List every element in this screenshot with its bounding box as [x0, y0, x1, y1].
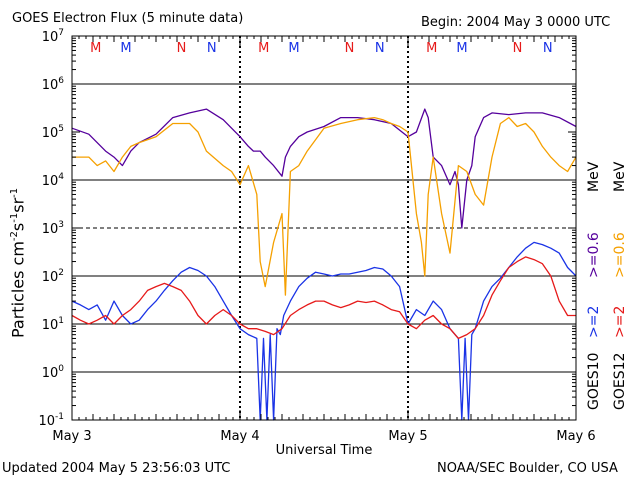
y-tick-exponent: 0 [58, 364, 64, 374]
y-tick-base: 10 [42, 126, 59, 141]
series-line-0 [71, 241, 577, 421]
y-tick-base: 10 [42, 366, 59, 381]
orbit-marker: N [207, 41, 217, 56]
chart-title: GOES Electron Flux (5 minute data) [12, 11, 244, 26]
x-tick-label: May 6 [556, 429, 595, 444]
y-tick-exponent: 3 [58, 220, 64, 230]
satellite-label-goes10: GOES10 [586, 353, 602, 410]
y-tick-exponent: 6 [58, 76, 64, 86]
y-tick-base: 10 [42, 174, 59, 189]
orbit-marker: M [258, 41, 269, 56]
x-tick-label: May 5 [388, 429, 427, 444]
y-tick-base: 10 [42, 30, 59, 45]
orbit-marker: N [345, 41, 355, 56]
x-tick-label: May 3 [52, 429, 91, 444]
x-axis-label: Universal Time [276, 443, 373, 458]
orbit-marker: N [513, 41, 523, 56]
y-tick-label: 100 [42, 364, 65, 381]
source-credit: NOAA/SEC Boulder, CO USA [437, 461, 618, 476]
legend-goes10-06mev: >=0.6 [586, 232, 602, 278]
y-tick-label: 107 [42, 28, 64, 45]
y-tick-base: 10 [42, 318, 59, 333]
y-tick-exponent: 1 [58, 316, 64, 326]
orbit-marker: M [90, 41, 101, 56]
begin-date-label: Begin: 2004 May 3 0000 UTC [421, 15, 611, 30]
y-tick-label: 101 [42, 316, 64, 333]
legend-unit-label: MeV [586, 161, 602, 192]
y-tick-label: 105 [42, 124, 64, 141]
y-tick-label: 103 [42, 220, 64, 237]
orbit-marker: N [375, 41, 385, 56]
orbit-marker: M [120, 41, 131, 56]
legend-goes12-2mev: >=2 [612, 306, 628, 338]
y-tick-label: 104 [42, 172, 65, 189]
legend-goes10-2mev: >=2 [586, 306, 602, 338]
y-tick-exponent: 7 [58, 28, 64, 38]
orbit-marker: M [426, 41, 437, 56]
y-tick-label: 10-1 [38, 412, 64, 429]
updated-timestamp: Updated 2004 May 5 23:56:03 UTC [2, 461, 231, 476]
y-tick-label: 106 [42, 76, 65, 93]
legend-goes12-06mev: >=0.6 [612, 232, 628, 278]
y-tick-label: 102 [42, 268, 64, 285]
x-tick-label: May 4 [220, 429, 259, 444]
series-line-1 [71, 108, 577, 229]
y-tick-exponent: -1 [55, 412, 64, 422]
series-line-3 [72, 116, 577, 296]
y-tick-base: 10 [42, 222, 59, 237]
y-tick-base: 10 [42, 270, 59, 285]
y-tick-exponent: 2 [58, 268, 64, 278]
orbit-marker: N [543, 41, 553, 56]
y-tick-exponent: 5 [58, 124, 64, 134]
satellite-label-goes12: GOES12 [612, 353, 628, 410]
legend-unit-label: MeV [612, 161, 628, 192]
y-tick-base: 10 [38, 414, 55, 429]
series-line-2 [71, 256, 576, 340]
orbit-marker: M [456, 41, 467, 56]
orbit-marker: M [288, 41, 299, 56]
y-tick-base: 10 [42, 78, 59, 93]
orbit-marker: N [177, 41, 187, 56]
y-tick-exponent: 4 [58, 172, 64, 182]
